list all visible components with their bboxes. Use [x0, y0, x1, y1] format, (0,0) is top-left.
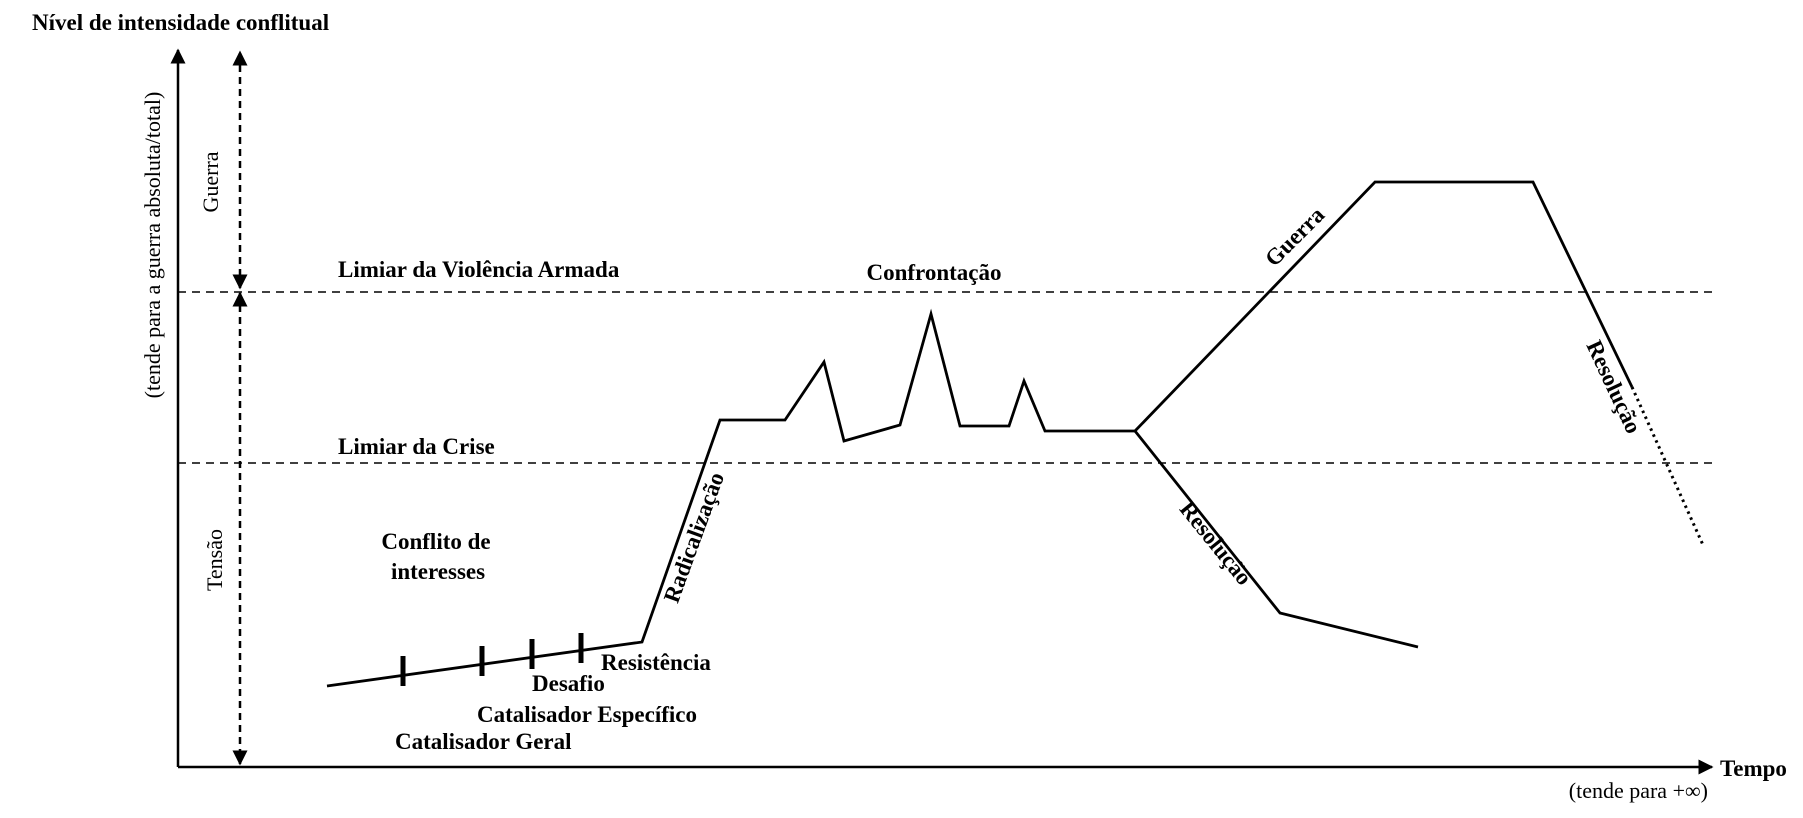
x-axis-subtitle: (tende para +∞): [1569, 778, 1708, 803]
conflict-interests-label-line2: interesses: [391, 559, 485, 584]
catalyst-general-label: Catalisador Geral: [395, 729, 572, 754]
y-axis-subtitle: (tende para a guerra absoluta/total): [140, 92, 165, 399]
resolution-low-label: Resolução: [1175, 497, 1257, 590]
resolution-branch-dotted: [1630, 386, 1705, 546]
catalyst-specific-label: Catalisador Específico: [477, 702, 697, 727]
radicalization-label: Radicalização: [659, 469, 729, 606]
resistance-label: Resistência: [601, 650, 711, 675]
x-axis-title: Tempo: [1720, 756, 1787, 781]
confrontation-label: Confrontação: [866, 260, 1001, 285]
conflict-curve: [326, 180, 1634, 688]
challenge-label: Desafio: [532, 671, 605, 696]
crisis-threshold-label: Limiar da Crise: [338, 434, 495, 459]
resolution-branch-low: [1133, 430, 1419, 649]
war-phase-label: Guerra: [1260, 202, 1330, 272]
y-axis-title: Nível de intensidade conflitual: [32, 10, 329, 35]
war-zone-label: Guerra: [198, 151, 223, 212]
armed-violence-threshold-label: Limiar da Violência Armada: [338, 257, 620, 282]
tension-zone-label: Tensão: [202, 529, 227, 591]
conflict-interests-label-line1: Conflito de: [381, 529, 490, 554]
